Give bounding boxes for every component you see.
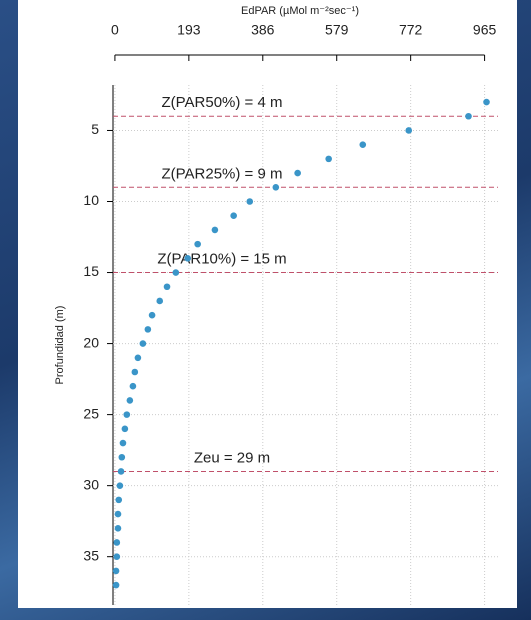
data-point bbox=[173, 269, 180, 276]
reference-label: Z(PAR50%) = 4 m bbox=[161, 94, 282, 111]
reference-label: Z(PAR25%) = 9 m bbox=[161, 165, 282, 182]
y-tick-label: 30 bbox=[83, 476, 99, 492]
panel bbox=[18, 0, 517, 608]
x-tick-label: 0 bbox=[111, 22, 119, 38]
data-point bbox=[115, 511, 122, 518]
data-point bbox=[149, 312, 156, 319]
data-point bbox=[127, 397, 134, 404]
data-point bbox=[294, 170, 301, 177]
data-point bbox=[405, 127, 412, 134]
data-point bbox=[465, 113, 472, 120]
chart: EdPAR (µMol m⁻²sec⁻¹) Profundidad (m) 0 1… bbox=[0, 0, 531, 620]
x-tick-label: 965 bbox=[473, 22, 497, 38]
y-tick-label: 15 bbox=[83, 263, 99, 279]
data-point bbox=[246, 198, 253, 205]
data-point bbox=[359, 141, 366, 148]
y-tick-label: 25 bbox=[83, 405, 99, 421]
data-point bbox=[115, 497, 122, 504]
data-point bbox=[114, 539, 121, 546]
x-tick-label: 193 bbox=[177, 22, 201, 38]
data-point bbox=[114, 553, 121, 560]
data-point bbox=[113, 568, 120, 575]
reference-label: Z(PAR10%) = 15 m bbox=[157, 251, 286, 268]
page: EdPAR (µMol m⁻²sec⁻¹) Profundidad (m) 0 1… bbox=[0, 0, 531, 620]
data-point bbox=[230, 212, 237, 219]
data-point bbox=[117, 482, 124, 489]
data-point bbox=[118, 468, 125, 475]
data-point bbox=[184, 255, 191, 262]
y-tick-label: 20 bbox=[83, 334, 99, 350]
data-point bbox=[156, 298, 163, 305]
data-point bbox=[483, 99, 490, 106]
y-tick-label: 10 bbox=[83, 192, 99, 208]
x-tick-label: 579 bbox=[325, 22, 349, 38]
x-tick-label: 386 bbox=[251, 22, 275, 38]
data-point bbox=[140, 340, 147, 347]
y-axis-title: Profundidad (m) bbox=[54, 306, 66, 385]
data-point bbox=[115, 525, 122, 532]
data-point bbox=[113, 582, 120, 589]
data-point bbox=[130, 383, 137, 390]
data-point bbox=[135, 354, 142, 361]
y-tick-label: 35 bbox=[83, 547, 99, 563]
data-point bbox=[194, 241, 201, 248]
y-tick-label: 5 bbox=[91, 121, 99, 137]
reference-label: Zeu = 29 m bbox=[194, 449, 270, 466]
data-point bbox=[273, 184, 280, 191]
data-point bbox=[120, 440, 127, 447]
data-point bbox=[123, 411, 130, 418]
x-axis-title: EdPAR (µMol m⁻²sec⁻¹) bbox=[241, 5, 359, 17]
data-point bbox=[122, 426, 129, 433]
data-point bbox=[145, 326, 152, 333]
data-point bbox=[132, 369, 139, 376]
data-point bbox=[325, 156, 332, 163]
data-point bbox=[212, 227, 219, 234]
x-tick-label: 772 bbox=[399, 22, 423, 38]
data-point bbox=[164, 283, 171, 290]
data-point bbox=[119, 454, 126, 461]
